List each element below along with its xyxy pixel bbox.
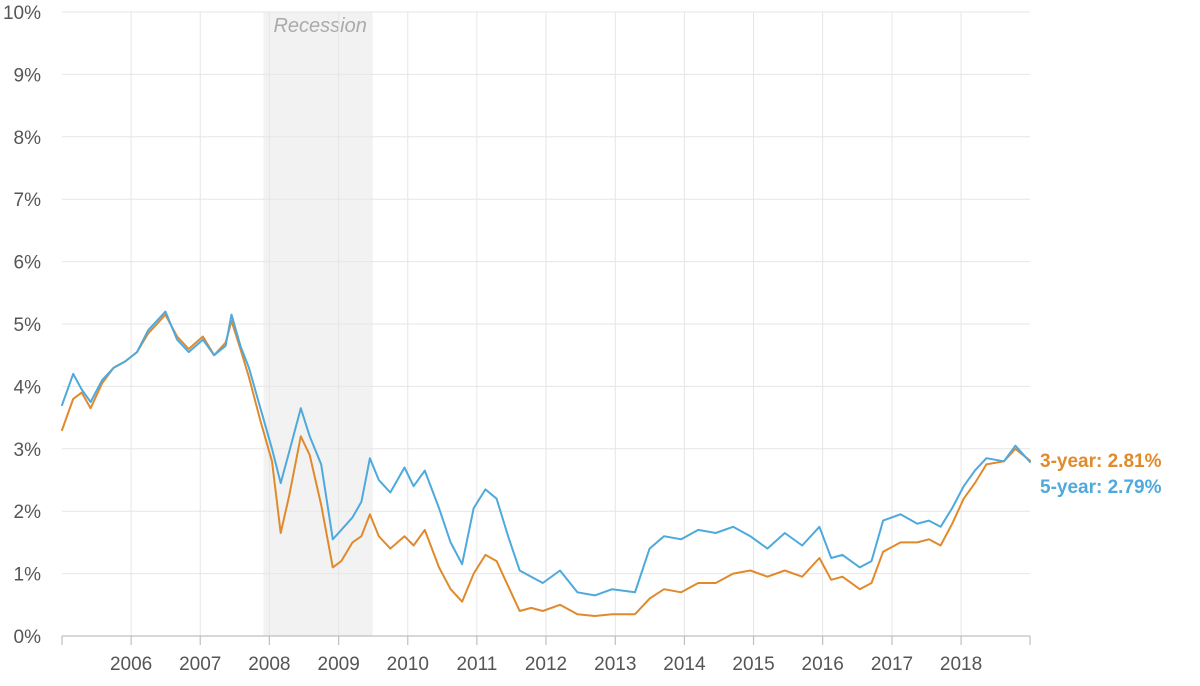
x-tick-label: 2013 <box>594 654 636 675</box>
y-tick-label: 3% <box>14 440 42 461</box>
y-tick-label: 1% <box>14 565 42 586</box>
end-label-3-year: 3-year: 2.81% <box>1040 451 1162 472</box>
axis-layer: 0% 1% 2% 3% 4% 5% 6% 7% 8% 9% 10% 2006 2007 2008 2009 2… <box>3 3 1031 675</box>
x-tick-label: 2006 <box>110 654 152 675</box>
recession-label: Recession <box>273 15 366 37</box>
x-tick-label: 2007 <box>179 654 221 675</box>
y-tick-label: 4% <box>14 377 42 398</box>
x-tick-label: 2016 <box>802 654 844 675</box>
x-tick-label: 2009 <box>318 654 360 675</box>
y-tick-label: 5% <box>14 315 42 336</box>
x-tick-label: 2017 <box>871 654 913 675</box>
y-tick-label: 6% <box>14 253 42 274</box>
end-label-5-year: 5-year: 2.79% <box>1040 477 1162 498</box>
x-tick-label: 2011 <box>456 654 497 675</box>
series-line-3-year <box>61 313 1031 617</box>
y-tick-label: 0% <box>14 627 42 648</box>
x-tick-label: 2018 <box>940 654 982 675</box>
x-tick-label: 2012 <box>525 654 567 675</box>
grid-layer <box>62 11 1030 636</box>
x-tick-label: 2010 <box>387 654 429 675</box>
y-tick-label: 9% <box>14 65 42 86</box>
y-tick-label: 10% <box>3 3 41 24</box>
series-line-5-year <box>61 310 1031 597</box>
y-tick-label: 7% <box>14 190 42 211</box>
y-tick-label: 8% <box>14 128 42 149</box>
x-tick-label: 2015 <box>732 654 774 675</box>
x-tick-label: 2014 <box>663 654 706 675</box>
x-tick-label: 2008 <box>248 654 290 675</box>
label-layer: 3-year: 2.81% 5-year: 2.79% <box>1040 451 1162 498</box>
series-layer <box>61 310 1031 617</box>
y-tick-label: 2% <box>14 502 42 523</box>
